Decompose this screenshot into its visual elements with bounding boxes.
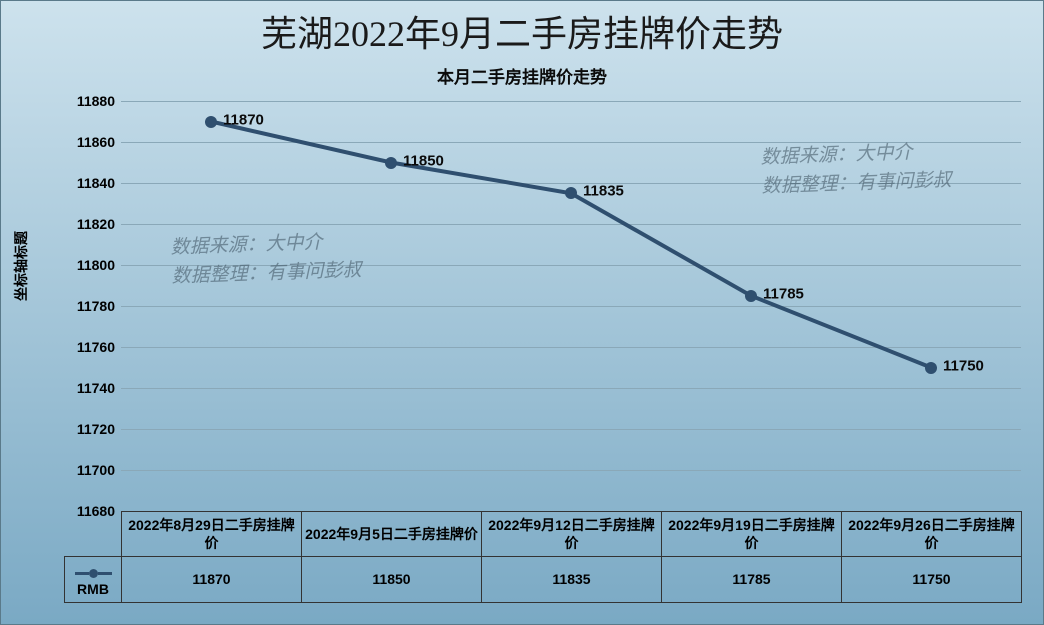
data-point xyxy=(745,290,757,302)
y-tick-label: 11740 xyxy=(77,380,121,396)
y-tick-label: 11820 xyxy=(77,216,121,232)
legend-line-icon xyxy=(98,572,112,575)
y-axis-label: 坐标轴标题 xyxy=(11,231,31,301)
data-point xyxy=(385,157,397,169)
legend-dot-icon xyxy=(89,569,98,578)
y-tick-label: 11800 xyxy=(77,257,121,273)
legend-marker xyxy=(75,569,112,578)
y-tick-label: 11760 xyxy=(77,339,121,355)
table-value-cell: 11870 xyxy=(122,557,302,602)
data-point xyxy=(925,362,937,374)
main-title: 芜湖2022年9月二手房挂牌价走势 xyxy=(1,1,1043,57)
chart-container: 芜湖2022年9月二手房挂牌价走势 本月二手房挂牌价走势 坐标轴标题 11680… xyxy=(0,0,1044,625)
data-label: 11750 xyxy=(943,357,984,374)
data-label: 11835 xyxy=(583,183,624,200)
watermark: 数据来源：大中介数据整理：有事问彭叔 xyxy=(170,228,362,292)
legend-cell: RMB xyxy=(65,557,122,602)
data-point xyxy=(565,187,577,199)
legend-line-icon xyxy=(75,572,89,575)
table-header-cell: 2022年9月5日二手房挂牌价 xyxy=(302,512,482,557)
table-value-cell: 11750 xyxy=(842,557,1022,602)
table-value-cell: 11785 xyxy=(662,557,842,602)
table-value-cell: 11850 xyxy=(302,557,482,602)
data-table: 2022年8月29日二手房挂牌价2022年9月5日二手房挂牌价2022年9月12… xyxy=(64,511,1022,603)
y-tick-label: 11880 xyxy=(77,93,121,109)
y-tick-label: 11840 xyxy=(77,175,121,191)
sub-title: 本月二手房挂牌价走势 xyxy=(1,63,1043,88)
table-header-cell: 2022年9月19日二手房挂牌价 xyxy=(662,512,842,557)
table-value-row: RMB 1187011850118351178511750 xyxy=(65,557,1022,602)
watermark: 数据来源：大中介数据整理：有事问彭叔 xyxy=(760,138,952,202)
y-tick-label: 11780 xyxy=(77,298,121,314)
table-value-cell: 11835 xyxy=(482,557,662,602)
table-header-cell: 2022年9月12日二手房挂牌价 xyxy=(482,512,662,557)
table-header-cell: 2022年9月26日二手房挂牌价 xyxy=(842,512,1022,557)
table-header-row: 2022年8月29日二手房挂牌价2022年9月5日二手房挂牌价2022年9月12… xyxy=(65,512,1022,557)
y-tick-label: 11720 xyxy=(77,421,121,437)
y-tick-label: 11860 xyxy=(77,134,121,150)
y-tick-label: 11700 xyxy=(77,462,121,478)
series-name: RMB xyxy=(77,581,109,597)
data-point xyxy=(205,116,217,128)
table-header-cell: 2022年8月29日二手房挂牌价 xyxy=(122,512,302,557)
table-corner-cell xyxy=(65,512,122,557)
data-label: 11870 xyxy=(223,111,264,128)
data-label: 11850 xyxy=(403,152,444,169)
data-label: 11785 xyxy=(763,285,804,302)
